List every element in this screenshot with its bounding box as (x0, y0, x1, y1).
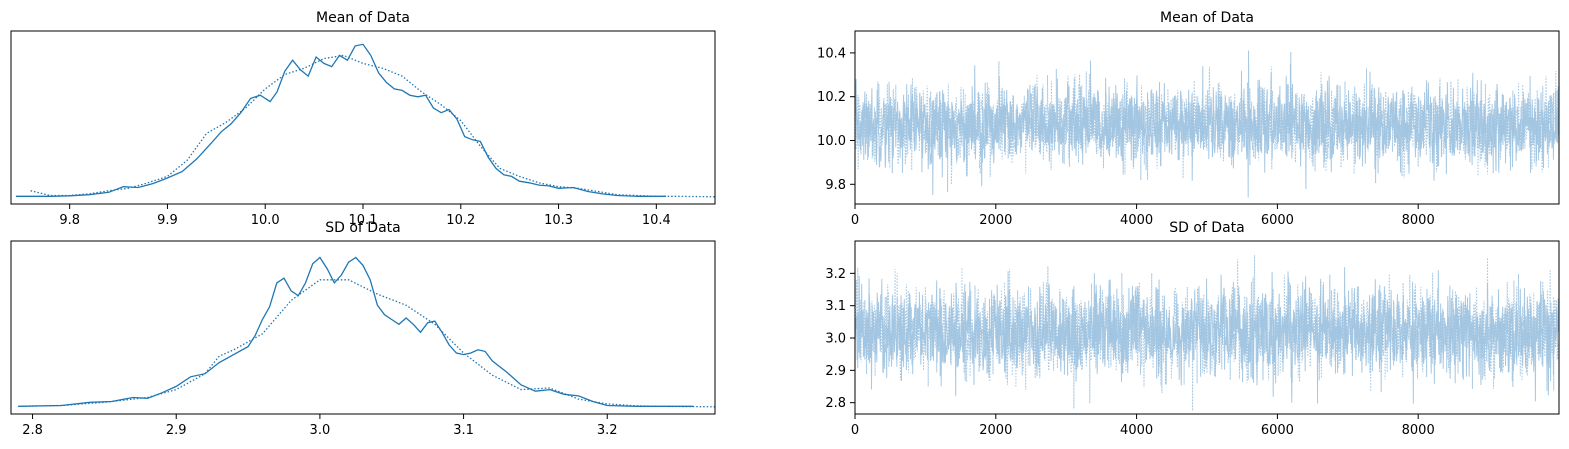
sd-kde-x-tick-label: 3.2 (597, 423, 618, 438)
mean-trace-series-dotted (854, 61, 1560, 193)
sd-trace-x-tick-label: 0 (851, 423, 859, 438)
sd-trace-marks (854, 255, 1560, 411)
sd-trace-x-tick-label: 8000 (1402, 423, 1435, 438)
sd-trace-x-tick-label: 2000 (979, 423, 1012, 438)
sd-trace-x-tick-label: 6000 (1261, 423, 1294, 438)
sd-trace-title: SD of Data (1169, 220, 1245, 236)
sd-trace-x-tick-label: 4000 (1120, 423, 1153, 438)
mean-trace-y-ticks: 9.8 10.0 10.2 10.4 (817, 46, 855, 193)
sd-trace-series-solid (854, 267, 1560, 404)
sd-kde-x-tick-label: 3.0 (310, 423, 331, 438)
mean-trace-y-tick-label: 9.8 (825, 178, 846, 193)
sd-trace-y-ticks: 2.8 2.9 3.0 3.1 3.2 (825, 267, 855, 411)
sd-kde-x-ticks: 2.8 2.9 3.0 3.1 3.2 (22, 414, 618, 438)
mean-kde-x-tick-label: 10.2 (446, 213, 475, 228)
mean-kde-x-tick-label: 9.9 (157, 213, 178, 228)
mean-kde-panel: 9.8 9.9 10.0 10.1 10.2 10.3 10.4 Mean of Data (10, 10, 716, 228)
sd-kde-x-tick-label: 3.1 (453, 423, 474, 438)
mean-trace-y-tick-label: 10.0 (817, 134, 846, 149)
mean-kde-x-tick-label: 10.1 (349, 213, 378, 228)
sd-trace-y-tick-label: 3.0 (825, 332, 846, 347)
mean-kde-x-tick-label: 10.3 (544, 213, 573, 228)
mean-kde-marks (15, 43, 716, 198)
sd-trace-y-tick-label: 2.9 (825, 364, 846, 379)
sd-trace-y-tick-label: 3.2 (825, 267, 846, 282)
mean-trace-frame (854, 30, 1560, 205)
mean-kde-series-dotted (30, 54, 716, 198)
sd-trace-x-ticks: 0 2000 4000 6000 8000 (851, 414, 1435, 438)
sd-kde-x-tick-label: 2.8 (22, 423, 43, 438)
mean-trace-y-tick-label: 10.4 (817, 46, 846, 61)
mean-trace-marks (854, 50, 1560, 198)
sd-kde-series-solid (18, 256, 694, 407)
sd-trace-y-tick-label: 3.1 (825, 299, 846, 314)
mean-trace-y-tick-label: 10.2 (817, 90, 846, 105)
mean-kde-x-tick-label: 10.4 (642, 213, 671, 228)
mean-kde-x-tick-label: 10.0 (251, 213, 280, 228)
sd-trace-panel: 0 2000 4000 6000 8000 2.8 2.9 3.0 3.1 3.2 SD of … (825, 220, 1560, 438)
mean-kde-x-tick-label: 9.8 (59, 213, 80, 228)
mean-trace-x-ticks: 0 2000 4000 6000 8000 (851, 204, 1435, 228)
sd-kde-x-tick-label: 2.9 (166, 423, 187, 438)
mean-trace-x-tick-label: 4000 (1120, 213, 1153, 228)
mean-trace-x-tick-label: 8000 (1402, 213, 1435, 228)
mean-kde-series-solid (15, 43, 667, 197)
sd-trace-y-tick-label: 2.8 (825, 396, 846, 411)
mean-trace-title: Mean of Data (1160, 10, 1254, 26)
mean-kde-title: Mean of Data (316, 10, 410, 26)
sd-kde-series-dotted (18, 279, 716, 408)
mean-kde-x-ticks: 9.8 9.9 10.0 10.1 10.2 10.3 10.4 (59, 204, 671, 228)
mean-trace-x-tick-label: 0 (851, 213, 859, 228)
sd-kde-title: SD of Data (325, 220, 401, 236)
mean-trace-x-tick-label: 6000 (1261, 213, 1294, 228)
sd-kde-marks (18, 256, 716, 408)
sd-kde-frame (10, 240, 716, 415)
sd-kde-panel: 2.8 2.9 3.0 3.1 3.2 SD of Data (10, 220, 716, 438)
sd-trace-frame (854, 240, 1560, 415)
mean-trace-x-tick-label: 2000 (979, 213, 1012, 228)
mean-trace-panel: 0 2000 4000 6000 8000 9.8 10.0 10.2 10.4 Mean o… (817, 10, 1560, 228)
